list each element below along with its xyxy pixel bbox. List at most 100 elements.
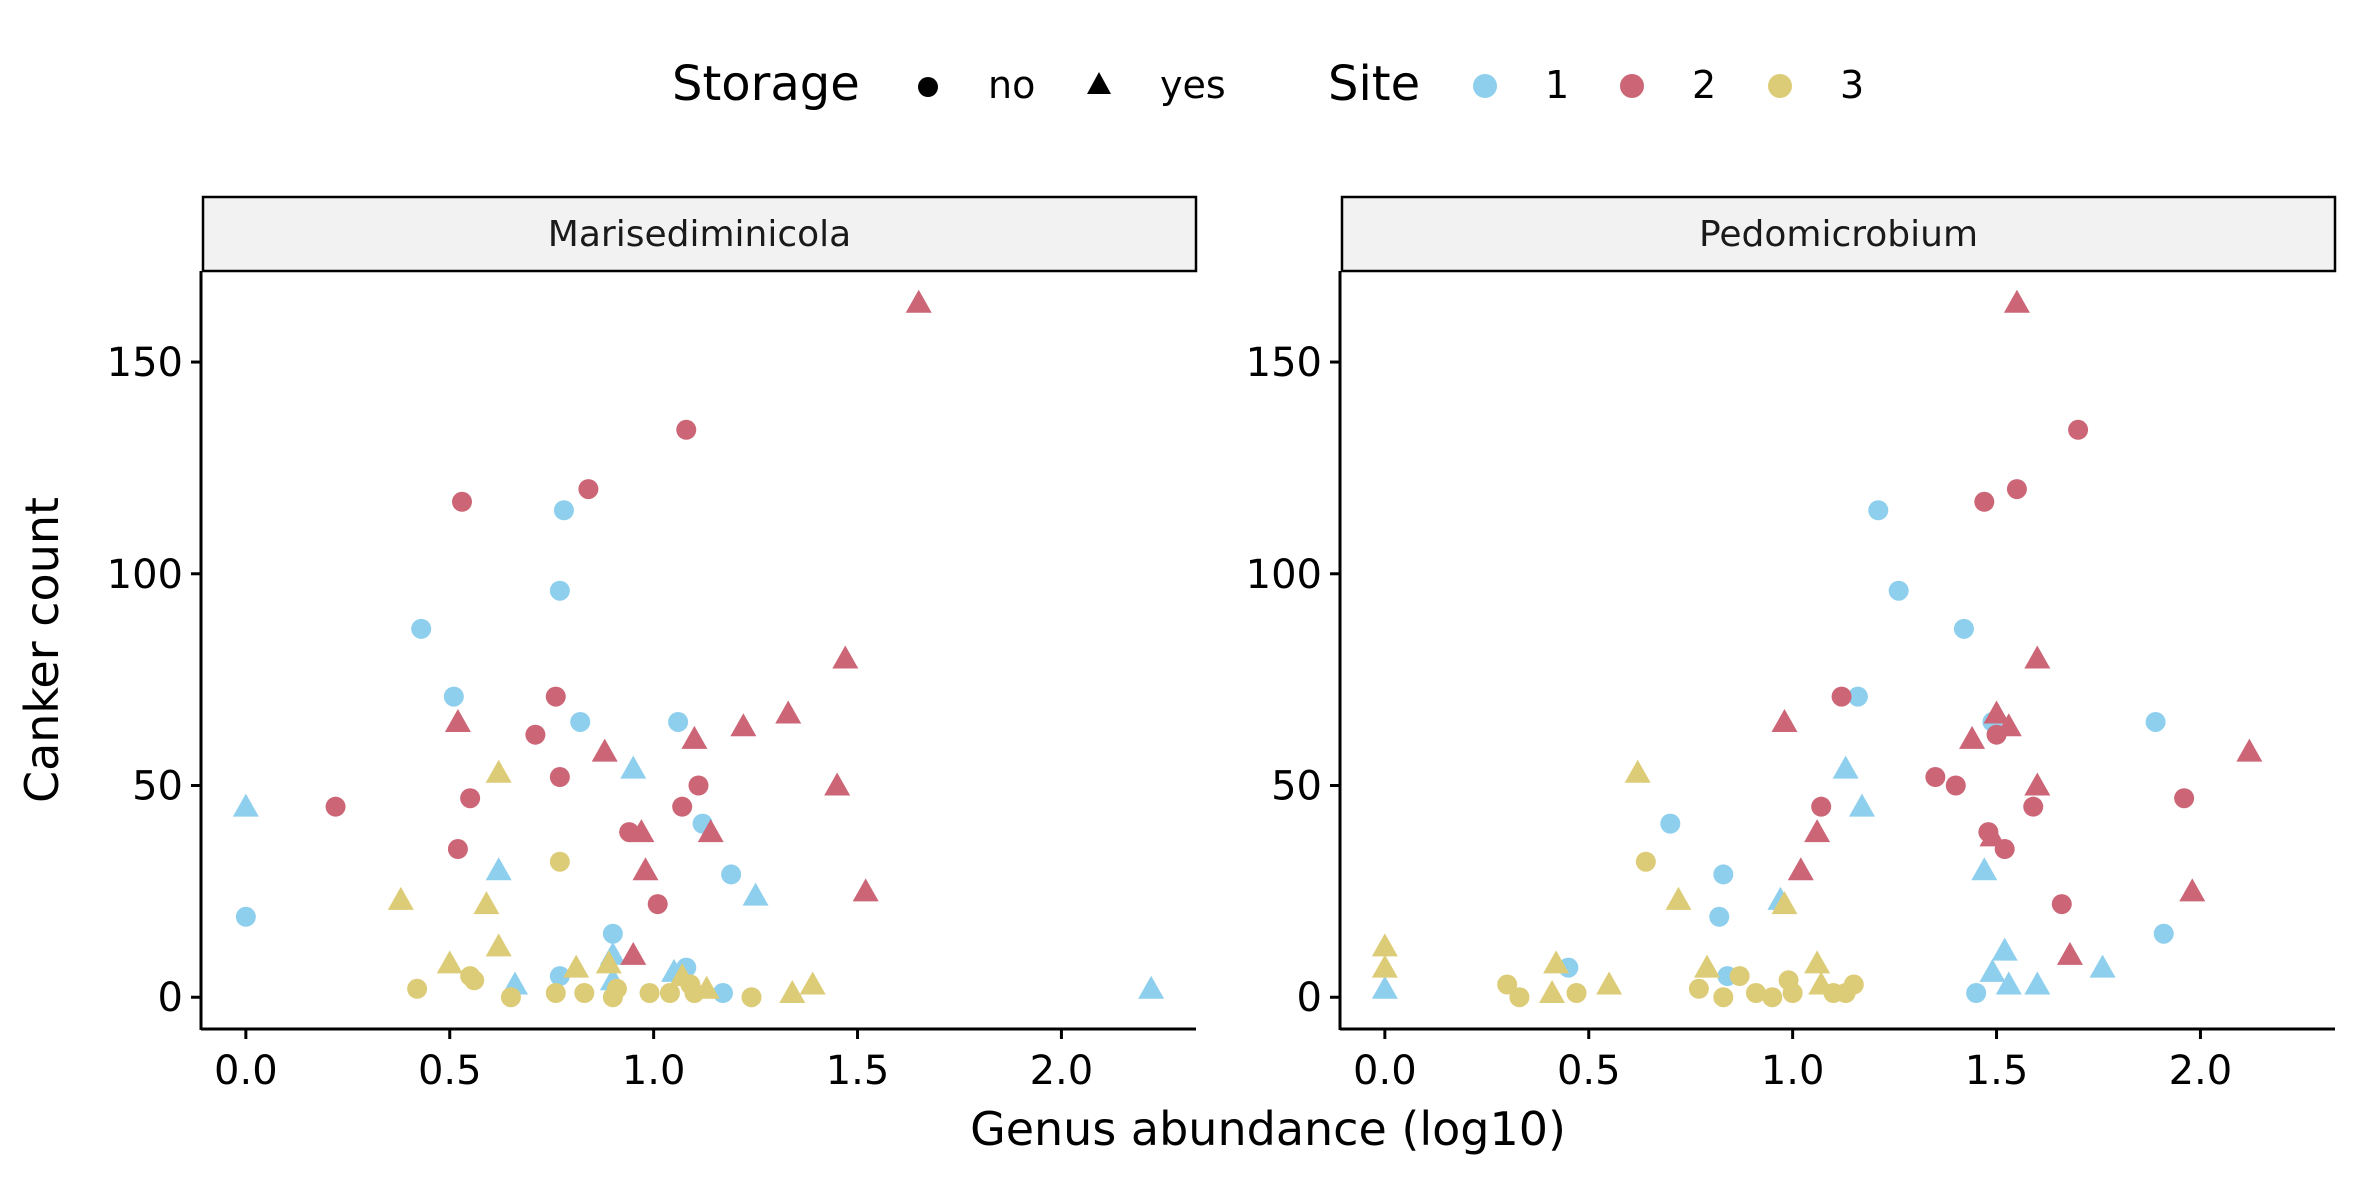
y-tick-label: 0 <box>158 975 183 1021</box>
data-point-triangle <box>2056 941 2083 965</box>
panel-marisediminicola: Marisediminicola 0 50 100 150 0.0 0.5 1.0 1.5 2… <box>107 195 1198 1094</box>
data-point-triangle <box>232 793 259 817</box>
data-point-circle <box>1945 775 1966 796</box>
data-point-circle <box>672 796 693 817</box>
data-point-circle <box>606 978 627 999</box>
legend-site-1-label: 1 <box>1545 63 1569 107</box>
data-point-circle <box>1953 618 1974 639</box>
data-point-triangle <box>2236 738 2263 762</box>
data-point-circle <box>464 970 485 991</box>
data-point-circle <box>451 491 472 512</box>
legend-storage-yes-label: yes <box>1160 63 1226 107</box>
data-point-circle <box>1709 906 1730 927</box>
data-point-circle <box>1713 864 1734 885</box>
data-point-triangle <box>2024 772 2051 796</box>
data-point-circle <box>235 906 256 927</box>
data-point-circle <box>1688 978 1709 999</box>
data-point-triangle <box>485 759 512 783</box>
data-point-circle <box>668 711 689 732</box>
data-point-circle <box>500 987 521 1008</box>
legend-site-2-label: 2 <box>1692 63 1716 107</box>
data-point-triangle <box>387 886 414 910</box>
data-point-triangle <box>1983 700 2010 724</box>
data-point-circle <box>1566 983 1587 1004</box>
panel-pedomicrobium: Pedomicrobium 0 50 100 150 0.0 0.5 1.0 1.5 2.0 <box>1246 195 2337 1094</box>
data-point-triangle <box>1804 819 1831 843</box>
data-point-triangle <box>1832 755 1859 779</box>
data-point-circle <box>721 864 742 885</box>
data-point-triangle <box>669 963 696 987</box>
data-point-circle <box>2145 711 2166 732</box>
data-point-circle <box>1831 686 1852 707</box>
data-point-circle <box>411 618 432 639</box>
y-axis-title: Canker count <box>15 497 69 803</box>
x-tick-label: 2.0 <box>2169 1048 2233 1094</box>
data-point-circle <box>2174 788 2195 809</box>
data-point-triangle <box>595 950 622 974</box>
x-ticks: 0.0 0.5 1.0 1.5 2.0 <box>1353 1029 2232 1094</box>
data-point-circle <box>1888 580 1909 601</box>
data-point-circle <box>574 983 595 1004</box>
data-point-triangle <box>2024 971 2051 995</box>
x-tick-label: 2.0 <box>1030 1048 1094 1094</box>
data-point-circle <box>2068 419 2089 440</box>
data-point-triangle <box>1371 975 1398 999</box>
data-point-triangle <box>628 819 655 843</box>
data-point-circle <box>1762 987 1783 1008</box>
y-tick-label: 50 <box>132 764 183 810</box>
y-tick-label: 0 <box>1297 975 1322 1021</box>
data-point-circle <box>1868 500 1889 521</box>
data-point-triangle <box>681 725 708 749</box>
data-point-triangle <box>1596 971 1623 995</box>
data-point-triangle <box>473 891 500 915</box>
data-point-triangle <box>1959 725 1986 749</box>
x-ticks: 0.0 0.5 1.0 1.5 2.0 <box>214 1029 1093 1094</box>
data-point-triangle <box>779 980 806 1004</box>
data-point-circle <box>1660 813 1681 834</box>
x-tick-label: 0.5 <box>418 1048 482 1094</box>
x-tick-label: 1.0 <box>1761 1048 1825 1094</box>
data-point-circle <box>549 767 570 788</box>
data-point-triangle <box>2179 878 2206 902</box>
data-point-circle <box>659 983 680 1004</box>
data-point-circle <box>570 711 591 732</box>
data-point-triangle <box>1848 793 1875 817</box>
y-tick-label: 50 <box>1271 764 1322 810</box>
data-point-triangle <box>1979 958 2006 982</box>
data-point-triangle <box>1539 980 1566 1004</box>
data-point-circle <box>1925 767 1946 788</box>
legend-yes-triangle-icon <box>1087 72 1111 94</box>
legend-site-1-swatch <box>1473 74 1497 98</box>
data-point-circle <box>1843 974 1864 995</box>
data-point-circle <box>553 500 574 521</box>
y-ticks: 0 50 100 150 <box>1246 340 1340 1021</box>
data-point-triangle <box>742 882 769 906</box>
data-point-circle <box>647 894 668 915</box>
data-point-triangle <box>1771 708 1798 732</box>
data-point-circle <box>549 966 570 987</box>
data-point-triangle <box>1665 886 1692 910</box>
data-point-triangle <box>905 289 932 313</box>
x-tick-label: 1.0 <box>622 1048 686 1094</box>
data-point-circle <box>460 788 481 809</box>
data-point-triangle <box>563 954 590 978</box>
data-point-triangle <box>1371 954 1398 978</box>
data-point-triangle <box>591 738 618 762</box>
data-point-circle <box>2153 923 2174 944</box>
panel-title: Pedomicrobium <box>1699 214 1978 255</box>
data-point-circle <box>545 686 566 707</box>
data-point-circle <box>2051 894 2072 915</box>
data-point-circle <box>443 686 464 707</box>
data-point-circle <box>1497 974 1518 995</box>
data-point-circle <box>639 983 660 1004</box>
legend: Storage no yes Site 1 2 3 <box>672 56 1864 112</box>
data-point-circle <box>325 796 346 817</box>
y-ticks: 0 50 100 150 <box>107 340 201 1021</box>
panel-strip <box>201 195 1198 273</box>
data-point-triangle <box>693 975 720 999</box>
data-point-circle <box>1729 966 1750 987</box>
data-point-triangle <box>436 950 463 974</box>
data-point-triangle <box>1543 950 1570 974</box>
x-tick-label: 1.5 <box>826 1048 890 1094</box>
